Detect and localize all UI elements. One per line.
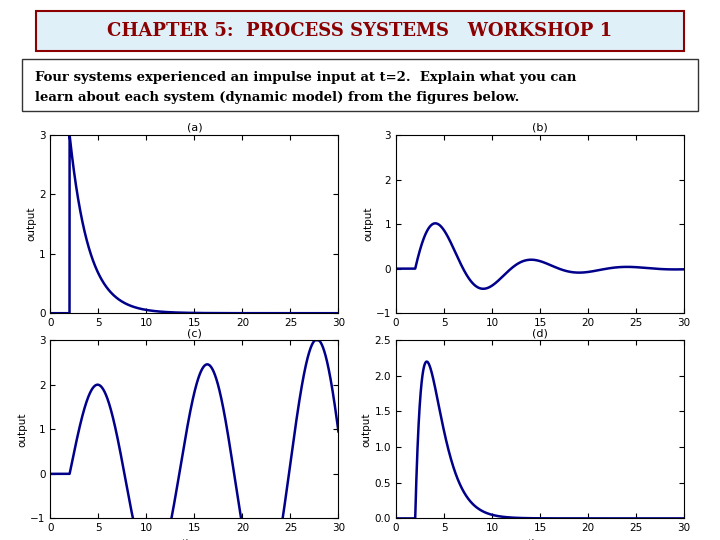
Title: (b): (b): [532, 123, 548, 133]
X-axis label: time: time: [527, 539, 553, 540]
Y-axis label: output: output: [363, 207, 373, 241]
Text: learn about each system (dynamic model) from the figures below.: learn about each system (dynamic model) …: [35, 91, 520, 104]
Y-axis label: output: output: [26, 207, 36, 241]
X-axis label: time: time: [181, 539, 207, 540]
Title: (c): (c): [187, 328, 202, 338]
Title: (a): (a): [186, 123, 202, 133]
Text: CHAPTER 5:  PROCESS SYSTEMS   WORKSHOP 1: CHAPTER 5: PROCESS SYSTEMS WORKSHOP 1: [107, 22, 613, 40]
Y-axis label: output: output: [361, 412, 372, 447]
Y-axis label: output: output: [17, 412, 27, 447]
Text: Four systems experienced an impulse input at t=2.  Explain what you can: Four systems experienced an impulse inpu…: [35, 71, 577, 84]
Title: (d): (d): [532, 328, 548, 338]
FancyBboxPatch shape: [36, 11, 684, 51]
FancyBboxPatch shape: [22, 59, 698, 111]
